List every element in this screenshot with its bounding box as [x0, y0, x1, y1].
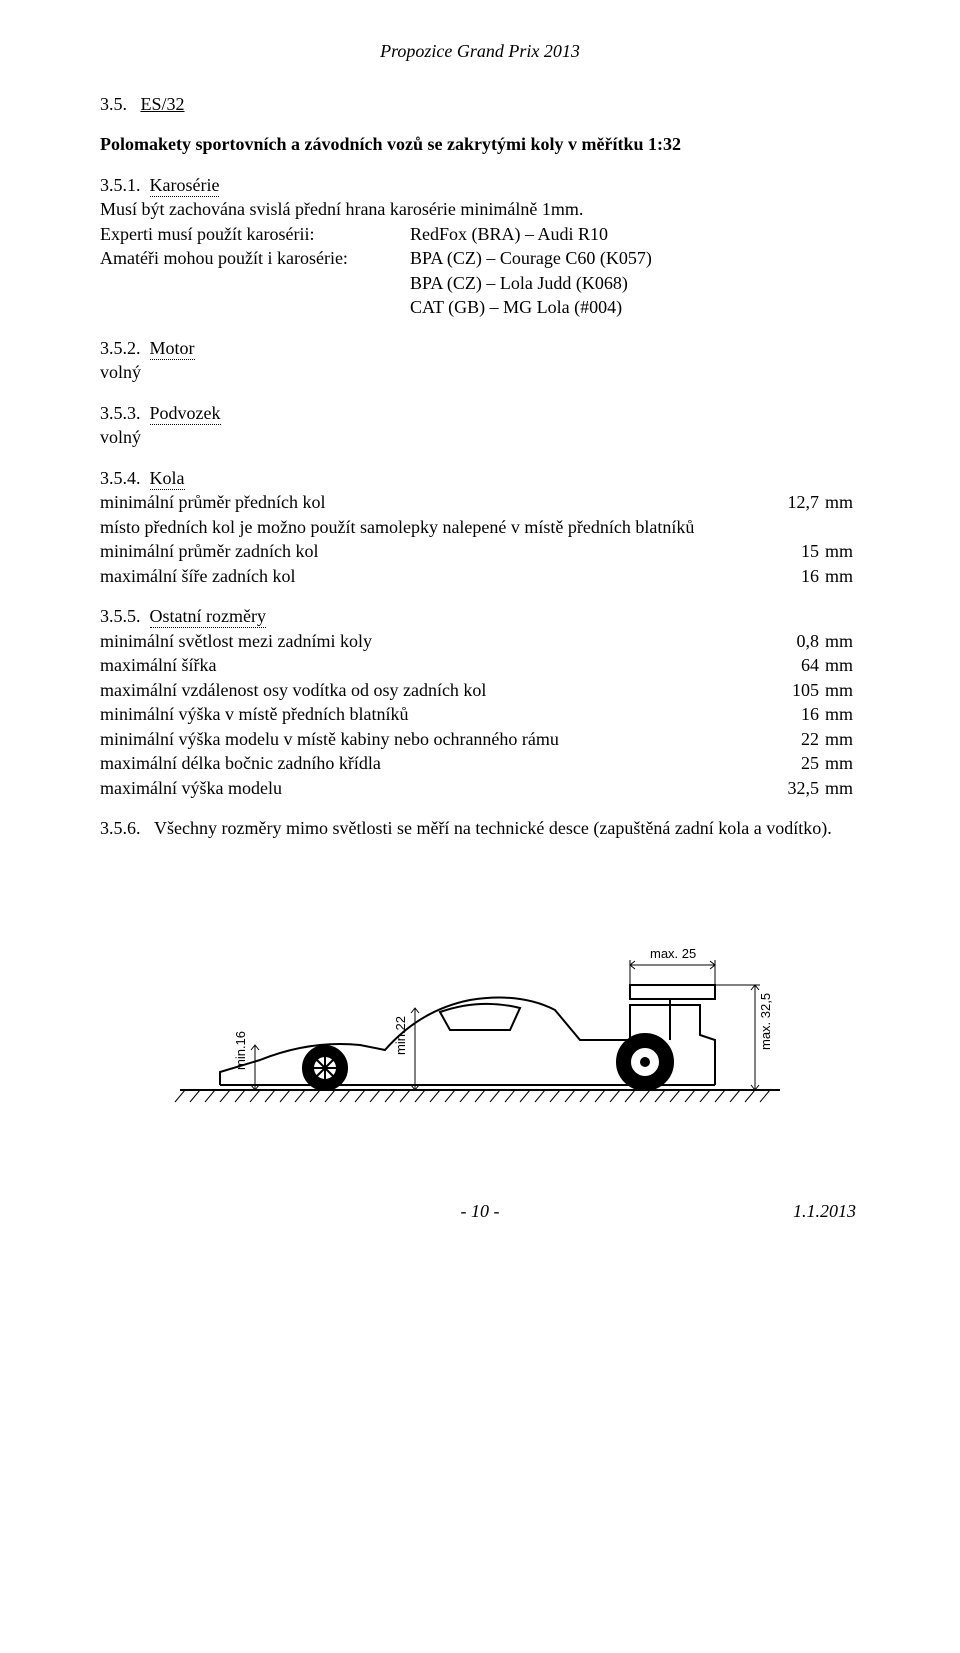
measure-value: 25 [764, 752, 825, 775]
section-subtitle: Polomakety sportovních a závodních vozů … [100, 133, 860, 156]
measure-row: maximální šíře zadních kol16mm [100, 565, 860, 588]
value: CAT (GB) – MG Lola (#004) [410, 296, 860, 319]
subsec-number: 3.5.6. [100, 817, 154, 840]
label: Experti musí použít karosérii: [100, 223, 410, 246]
measure-value: 32,5 [764, 777, 825, 800]
measure-label: minimální výška modelu v místě kabiny ne… [100, 728, 764, 751]
measure-value: 16 [764, 703, 825, 726]
car-diagram: min.16 min.22 max. 25 [160, 890, 800, 1130]
measure-unit: mm [825, 728, 860, 751]
measure-label: maximální výška modelu [100, 777, 764, 800]
subsec-number: 3.5.3. [100, 403, 141, 423]
dim-max25: max. 25 [650, 946, 696, 961]
dim-min22: min.22 [393, 1015, 408, 1054]
measure-unit: mm [825, 777, 860, 800]
measure-value: 105 [764, 679, 825, 702]
measure-unit: mm [825, 752, 860, 775]
measure-label: minimální světlost mezi zadními koly [100, 630, 764, 653]
value: BPA (CZ) – Lola Judd (K068) [410, 272, 860, 295]
measure-row: minimální výška v místě předních blatník… [100, 703, 860, 726]
doc-header: Propozice Grand Prix 2013 [100, 40, 860, 63]
subsec-title: Kola [150, 468, 185, 490]
body-text: Všechny rozměry mimo světlosti se měří n… [154, 817, 860, 840]
measure-value: 16 [764, 565, 825, 588]
page-number: - 10 - [224, 1200, 736, 1223]
section-3-5-1: 3.5.1. Karosérie Musí být zachována svis… [100, 174, 860, 319]
section-3-5-6: 3.5.6. Všechny rozměry mimo světlosti se… [100, 817, 860, 840]
body-text: Musí být zachována svislá přední hrana k… [100, 198, 860, 221]
measure-label: místo předních kol je možno použít samol… [100, 516, 860, 539]
measure-row: minimální výška modelu v místě kabiny ne… [100, 728, 860, 751]
body-text: volný [100, 426, 860, 449]
label: Amatéři mohou použít i karosérie: [100, 247, 410, 270]
measure-unit: mm [825, 491, 860, 514]
section-code: ES/32 [141, 94, 185, 114]
expert-line: Experti musí použít karosérii: RedFox (B… [100, 223, 860, 246]
measure-row: maximální výška modelu32,5mm [100, 777, 860, 800]
measure-row: maximální vzdálenost osy vodítka od osy … [100, 679, 860, 702]
subsec-number: 3.5.1. [100, 175, 141, 195]
subsec-number: 3.5.4. [100, 468, 141, 488]
measure-row: minimální světlost mezi zadními koly0,8m… [100, 630, 860, 653]
measure-label: minimální průměr předních kol [100, 491, 764, 514]
measure-label: maximální šíře zadních kol [100, 565, 764, 588]
measure-row: minimální průměr zadních kol15mm [100, 540, 860, 563]
section-number: 3.5. [100, 94, 127, 114]
measure-row: místo předních kol je možno použít samol… [100, 516, 860, 539]
measure-label: maximální délka bočnic zadního křídla [100, 752, 764, 775]
measure-value: 64 [764, 654, 825, 677]
subsec-title: Ostatní rozměry [150, 606, 266, 628]
section-3-5-4: 3.5.4. Kola minimální průměr předních ko… [100, 467, 860, 588]
measure-value: 15 [764, 540, 825, 563]
measure-unit: mm [825, 679, 860, 702]
measure-unit: mm [825, 654, 860, 677]
page: Propozice Grand Prix 2013 3.5. ES/32 Pol… [0, 0, 960, 1262]
dim-max325: max. 32,5 [758, 992, 773, 1049]
measure-unit: mm [825, 565, 860, 588]
amateur-line-3: CAT (GB) – MG Lola (#004) [100, 296, 860, 319]
value: RedFox (BRA) – Audi R10 [410, 223, 860, 246]
measure-row: maximální délka bočnic zadního křídla25m… [100, 752, 860, 775]
section-3-5: 3.5. ES/32 [100, 93, 860, 116]
measure-row: maximální šířka64mm [100, 654, 860, 677]
subsec-title: Motor [150, 338, 195, 360]
measure-label: minimální výška v místě předních blatník… [100, 703, 764, 726]
value: BPA (CZ) – Courage C60 (K057) [410, 247, 860, 270]
measure-label: maximální vzdálenost osy vodítka od osy … [100, 679, 764, 702]
measure-value: 12,7 [764, 491, 825, 514]
section-3-5-2: 3.5.2. Motor volný [100, 337, 860, 384]
measure-unit: mm [825, 540, 860, 563]
amateur-line-1: Amatéři mohou použít i karosérie: BPA (C… [100, 247, 860, 270]
measure-label: minimální průměr zadních kol [100, 540, 764, 563]
amateur-line-2: BPA (CZ) – Lola Judd (K068) [100, 272, 860, 295]
body-text: volný [100, 361, 860, 384]
page-date: 1.1.2013 [736, 1200, 856, 1223]
section-3-5-3: 3.5.3. Podvozek volný [100, 402, 860, 449]
measure-unit: mm [825, 703, 860, 726]
subsec-number: 3.5.2. [100, 338, 141, 358]
measure-value: 22 [764, 728, 825, 751]
measure-value: 0,8 [764, 630, 825, 653]
page-footer: - 10 - 1.1.2013 [100, 1200, 860, 1223]
subsec-number: 3.5.5. [100, 606, 141, 626]
dim-min16: min.16 [233, 1030, 248, 1069]
subsec-title: Karosérie [150, 175, 220, 197]
subsec-title: Podvozek [150, 403, 221, 425]
measure-row: minimální průměr předních kol12,7mm [100, 491, 860, 514]
section-3-5-5: 3.5.5. Ostatní rozměry minimální světlos… [100, 605, 860, 799]
measure-unit: mm [825, 630, 860, 653]
measure-label: maximální šířka [100, 654, 764, 677]
